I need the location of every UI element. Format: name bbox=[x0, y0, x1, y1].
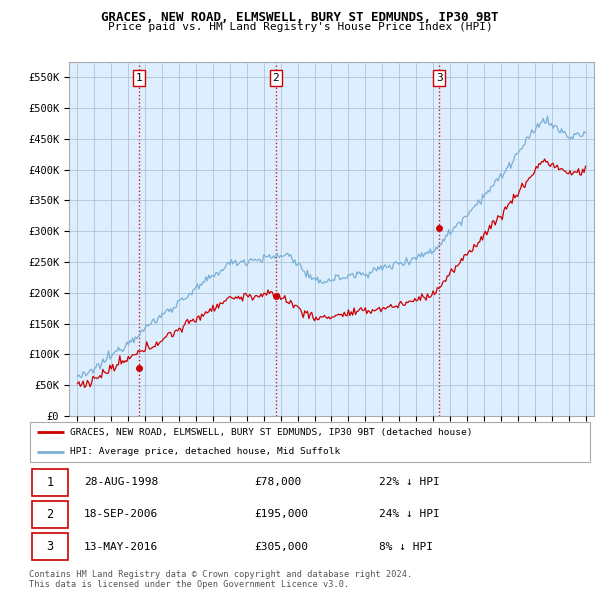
Text: £305,000: £305,000 bbox=[254, 542, 308, 552]
Text: 13-MAY-2016: 13-MAY-2016 bbox=[84, 542, 158, 552]
Text: Price paid vs. HM Land Registry's House Price Index (HPI): Price paid vs. HM Land Registry's House … bbox=[107, 22, 493, 32]
Text: 24% ↓ HPI: 24% ↓ HPI bbox=[379, 510, 439, 519]
Text: GRACES, NEW ROAD, ELMSWELL, BURY ST EDMUNDS, IP30 9BT: GRACES, NEW ROAD, ELMSWELL, BURY ST EDMU… bbox=[101, 11, 499, 24]
Text: 2: 2 bbox=[46, 508, 53, 521]
Text: 3: 3 bbox=[436, 73, 443, 83]
Text: £78,000: £78,000 bbox=[254, 477, 301, 487]
Text: 28-AUG-1998: 28-AUG-1998 bbox=[84, 477, 158, 487]
Text: 3: 3 bbox=[46, 540, 53, 553]
Text: Contains HM Land Registry data © Crown copyright and database right 2024.: Contains HM Land Registry data © Crown c… bbox=[29, 570, 412, 579]
Text: £195,000: £195,000 bbox=[254, 510, 308, 519]
FancyBboxPatch shape bbox=[30, 421, 590, 463]
Text: 22% ↓ HPI: 22% ↓ HPI bbox=[379, 477, 439, 487]
Text: GRACES, NEW ROAD, ELMSWELL, BURY ST EDMUNDS, IP30 9BT (detached house): GRACES, NEW ROAD, ELMSWELL, BURY ST EDMU… bbox=[70, 428, 472, 437]
Text: 18-SEP-2006: 18-SEP-2006 bbox=[84, 510, 158, 519]
Text: This data is licensed under the Open Government Licence v3.0.: This data is licensed under the Open Gov… bbox=[29, 580, 349, 589]
Text: HPI: Average price, detached house, Mid Suffolk: HPI: Average price, detached house, Mid … bbox=[70, 447, 340, 456]
Text: 1: 1 bbox=[46, 476, 53, 489]
Text: 8% ↓ HPI: 8% ↓ HPI bbox=[379, 542, 433, 552]
Text: 1: 1 bbox=[136, 73, 143, 83]
FancyBboxPatch shape bbox=[32, 502, 68, 527]
FancyBboxPatch shape bbox=[32, 469, 68, 496]
FancyBboxPatch shape bbox=[32, 533, 68, 560]
Text: 2: 2 bbox=[272, 73, 279, 83]
